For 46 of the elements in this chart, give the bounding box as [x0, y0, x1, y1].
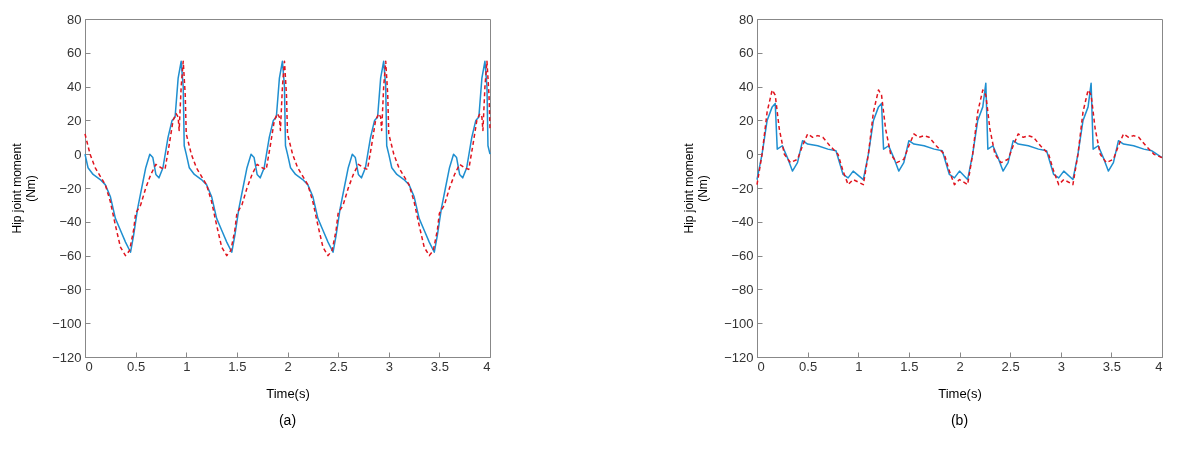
- y-tick-label: −40: [731, 214, 754, 230]
- x-tick-label: 0.5: [799, 358, 818, 374]
- y-axis-title: Hip joint moment (Nm): [10, 142, 39, 234]
- y-tick-label: 40: [67, 79, 82, 95]
- y-tick-label: −80: [59, 281, 82, 297]
- y-tick-label: −80: [731, 281, 754, 297]
- x-axis-title: Time(s): [266, 385, 310, 401]
- y-tick-label: −100: [52, 315, 82, 331]
- x-tick-label: 1: [183, 358, 191, 374]
- x-tick-label: 3.5: [1102, 358, 1121, 374]
- y-tick-label: 0: [746, 146, 754, 162]
- y-tick-label: 60: [739, 45, 754, 61]
- x-tick-label: 2.5: [1001, 358, 1020, 374]
- y-tick-label: 40: [739, 79, 754, 95]
- x-tick-label: 1.5: [228, 358, 247, 374]
- y-tick-label: −60: [59, 248, 82, 264]
- x-tick-label: 3: [1057, 358, 1065, 374]
- y-tick-label: −40: [59, 214, 82, 230]
- x-tick-label: 4: [1155, 358, 1163, 374]
- x-tick-label: 0: [757, 358, 765, 374]
- y-tick-label: 20: [67, 112, 82, 128]
- y-tick-label: −60: [731, 248, 754, 264]
- y-tick-label: −20: [731, 180, 754, 196]
- y-tick-label: −20: [59, 180, 82, 196]
- x-tick-label: 0.5: [127, 358, 146, 374]
- y-axis-title: Hip joint moment (Nm): [682, 142, 711, 234]
- x-tick-label: 2: [956, 358, 964, 374]
- y-tick-label: 60: [67, 45, 82, 61]
- y-tick-label: −100: [724, 315, 754, 331]
- y-tick-label: 0: [74, 146, 82, 162]
- x-tick-label: 4: [483, 358, 491, 374]
- x-tick-label: 3.5: [430, 358, 449, 374]
- x-tick-label: 1: [855, 358, 863, 374]
- x-tick-label: 2: [284, 358, 292, 374]
- text: (b): [950, 412, 969, 428]
- y-tick-label: −120: [724, 349, 754, 365]
- x-tick-label: 1.5: [900, 358, 919, 374]
- y-tick-label: 80: [739, 11, 754, 27]
- y-tick-label: 80: [67, 11, 82, 27]
- x-tick-label: 0: [85, 358, 93, 374]
- y-tick-label: 20: [739, 112, 754, 128]
- y-tick-label: −120: [52, 349, 82, 365]
- x-tick-label: 2.5: [329, 358, 348, 374]
- text: (a): [278, 412, 297, 428]
- x-tick-label: 3: [385, 358, 393, 374]
- x-axis-title: Time(s): [938, 385, 982, 401]
